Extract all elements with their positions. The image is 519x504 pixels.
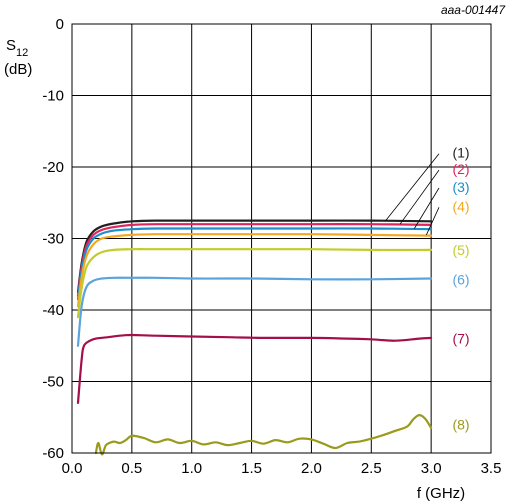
- series-label-4: (4): [452, 198, 469, 214]
- series-label-1: (1): [452, 145, 469, 161]
- leader-line-4: [425, 207, 440, 236]
- series-labels: (1)(2) (3) (4) (5) (6) (7) (8): [385, 145, 470, 432]
- leader-line-1: [385, 153, 440, 221]
- y-tick-label: -10: [42, 88, 64, 105]
- x-tick-label: 3.5: [481, 460, 502, 477]
- series-label-3: (3): [452, 179, 469, 195]
- series-label-8: (8): [452, 416, 469, 432]
- x-tick-label: 1.0: [181, 460, 202, 477]
- y-axis-unit: (dB): [4, 61, 32, 78]
- y-tick-label: -20: [42, 159, 64, 176]
- plot-frame: [71, 23, 492, 454]
- series-line-8: [94, 414, 433, 456]
- y-tick-label: -30: [42, 231, 64, 248]
- x-tick-label: 0.0: [62, 460, 83, 477]
- y-axis-label-main: S: [6, 37, 16, 54]
- series-label-5: (5): [452, 242, 469, 258]
- series-line-4: [76, 233, 433, 308]
- series-line-1: [76, 219, 433, 294]
- figure-reference: aaa-001447: [441, 3, 506, 17]
- series-layer: [76, 219, 433, 456]
- x-tick-label: 1.5: [241, 460, 262, 477]
- y-axis-label: S12: [6, 37, 28, 59]
- x-tick-label: 2.0: [301, 460, 322, 477]
- series-label-7: (7): [452, 331, 469, 347]
- y-tick-labels: 0 -10 -20 -30 -40 -50 -60: [42, 16, 64, 462]
- x-tick-label: 2.5: [361, 460, 382, 477]
- grid: [71, 23, 492, 454]
- leader-line-3: [414, 187, 440, 229]
- x-tick-labels: 0.0 0.5 1.0 1.5 2.0 2.5 3.0 3.5: [62, 460, 502, 477]
- y-tick-label: -60: [42, 445, 64, 462]
- x-tick-label: 3.0: [421, 460, 442, 477]
- x-tick-label: 0.5: [121, 460, 142, 477]
- y-tick-label: -50: [42, 374, 64, 391]
- y-tick-label: -40: [42, 302, 64, 319]
- series-line-2: [76, 223, 433, 297]
- series-line-6: [76, 276, 433, 347]
- series-line-7: [76, 333, 433, 404]
- series-label-2: (2): [452, 161, 469, 177]
- y-tick-label: 0: [56, 16, 64, 33]
- series-line-5: [76, 248, 433, 319]
- leader-line-2: [399, 169, 440, 225]
- series-label-6: (6): [452, 271, 469, 287]
- series-line-3: [76, 227, 433, 301]
- x-axis-label: f (GHz): [417, 485, 465, 502]
- y-axis-label-sub: 12: [16, 47, 28, 59]
